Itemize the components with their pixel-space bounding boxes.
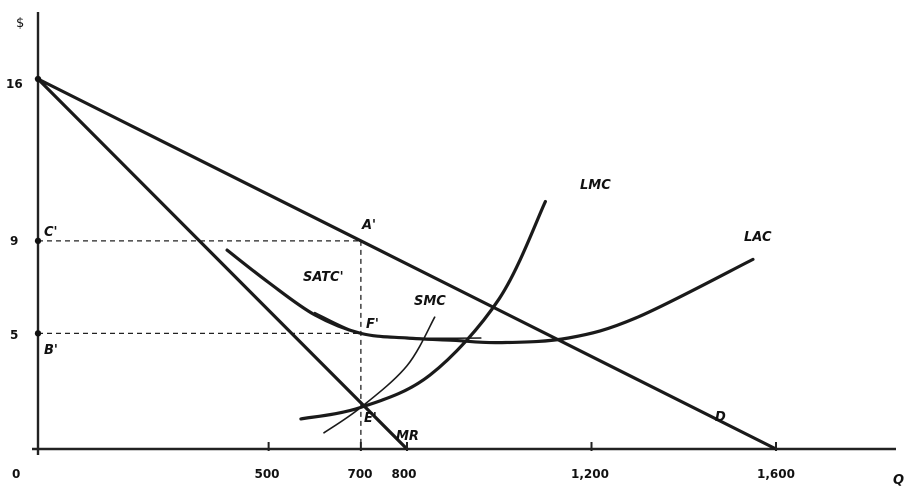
point-label-f-prime: F' <box>366 317 379 332</box>
x-tick-label-1600: 1,600 <box>757 467 795 481</box>
x-tick-label-1200: 1,200 <box>571 467 609 481</box>
y-axis-label: $ <box>16 16 24 31</box>
point-label-b-prime: B' <box>44 343 58 358</box>
demand-curve <box>36 77 778 451</box>
origin-label: 0 <box>12 467 20 481</box>
point-label-c-prime: C' <box>44 225 58 240</box>
x-tick-label-700: 700 <box>347 467 372 481</box>
y-tick-label-16: 16 <box>6 77 23 91</box>
curve-label-lac: LAC <box>744 230 772 245</box>
y-tick-dot-5 <box>34 330 42 337</box>
point-label-e-prime: E' <box>364 411 377 426</box>
x-tick-label-800: 800 <box>391 467 416 481</box>
curve-label-smc: SMC <box>414 294 446 309</box>
short-run-atc-curve <box>313 311 482 340</box>
y-tick-label-5: 5 <box>10 328 18 342</box>
y-tick-dot-16 <box>34 75 42 83</box>
y-tick-label-9: 9 <box>10 234 18 248</box>
curve-label-mr: MR <box>396 429 419 444</box>
curve-label-lmc: LMC <box>580 178 611 193</box>
y-tick-dot-9 <box>34 237 42 245</box>
short-run-marginal-cost-curve <box>323 316 436 434</box>
long-run-marginal-cost-curve <box>299 199 547 421</box>
x-tick-label-500: 500 <box>254 467 279 481</box>
x-axis-label: Q <box>893 473 904 487</box>
point-label-a-prime: A' <box>361 218 376 233</box>
curve-label-d: D <box>715 410 726 425</box>
marginal-revenue-curve <box>36 77 409 451</box>
curve-label-satc: SATC' <box>303 270 344 285</box>
long-run-average-cost-curve <box>225 248 755 345</box>
